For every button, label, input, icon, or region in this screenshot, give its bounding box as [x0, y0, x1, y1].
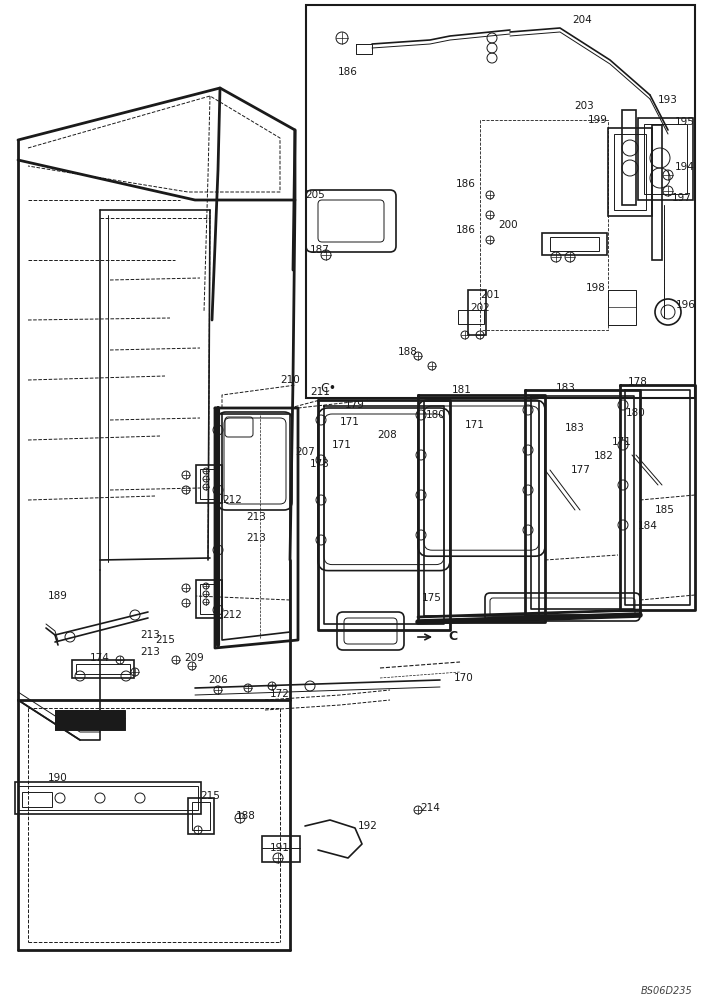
Bar — [644, 124, 687, 194]
Bar — [608, 290, 636, 325]
Text: 213: 213 — [140, 647, 160, 657]
Text: 197: 197 — [672, 193, 692, 203]
Bar — [262, 836, 300, 862]
Text: 192: 192 — [358, 821, 378, 831]
Text: 212: 212 — [222, 495, 242, 505]
Bar — [306, 5, 695, 398]
Text: 170: 170 — [454, 673, 474, 683]
Text: 182: 182 — [594, 451, 614, 461]
Text: 198: 198 — [586, 283, 606, 293]
Text: C•: C• — [320, 381, 336, 394]
Text: 209: 209 — [184, 653, 204, 663]
Text: 205: 205 — [305, 190, 325, 200]
Text: 201: 201 — [480, 290, 500, 300]
Text: 193: 193 — [658, 95, 678, 105]
Text: 183: 183 — [565, 423, 585, 433]
Text: 213: 213 — [246, 533, 266, 543]
Bar — [550, 237, 599, 251]
Text: 183: 183 — [556, 383, 576, 393]
Text: 194: 194 — [675, 162, 695, 172]
Bar — [638, 118, 693, 200]
Text: 171: 171 — [612, 437, 632, 447]
Text: 210: 210 — [280, 375, 300, 385]
Text: 187: 187 — [310, 245, 330, 255]
Text: 214: 214 — [420, 803, 440, 813]
Text: C: C — [448, 631, 457, 644]
Bar — [542, 233, 607, 255]
Text: 196: 196 — [676, 300, 696, 310]
Text: 186: 186 — [456, 179, 476, 189]
Bar — [622, 110, 636, 205]
Text: 171: 171 — [465, 420, 485, 430]
Bar — [196, 465, 222, 503]
Bar — [15, 782, 201, 814]
Text: 173: 173 — [310, 459, 330, 469]
Bar — [192, 802, 210, 830]
Text: 181: 181 — [452, 385, 472, 395]
Text: 202: 202 — [470, 303, 490, 313]
Text: 177: 177 — [571, 465, 591, 475]
Text: 215: 215 — [200, 791, 220, 801]
Text: 212: 212 — [222, 610, 242, 620]
Bar — [652, 125, 662, 260]
Text: 206: 206 — [208, 675, 228, 685]
Text: 184: 184 — [638, 521, 658, 531]
Text: 180: 180 — [426, 410, 446, 420]
Text: 175: 175 — [422, 593, 442, 603]
Bar — [614, 134, 646, 210]
Text: BS06D235: BS06D235 — [640, 986, 692, 996]
Text: 191: 191 — [270, 843, 290, 853]
Text: 172: 172 — [270, 689, 290, 699]
Text: 186: 186 — [456, 225, 476, 235]
Text: 207: 207 — [295, 447, 315, 457]
Text: 171: 171 — [340, 417, 360, 427]
Bar — [18, 786, 198, 810]
Bar — [200, 584, 218, 614]
Bar — [76, 664, 130, 674]
Text: 188: 188 — [398, 347, 418, 357]
Text: 178: 178 — [628, 377, 648, 387]
Bar — [188, 798, 214, 834]
Text: 186: 186 — [338, 67, 358, 77]
Bar — [196, 580, 222, 618]
Text: 185: 185 — [655, 505, 675, 515]
Text: 174: 174 — [90, 653, 110, 663]
Text: 199: 199 — [588, 115, 608, 125]
Text: 204: 204 — [572, 15, 592, 25]
Bar — [458, 310, 484, 324]
Text: 179: 179 — [345, 400, 365, 410]
Bar — [200, 469, 218, 499]
Text: 211: 211 — [310, 387, 330, 397]
Bar — [72, 660, 134, 678]
Bar — [22, 792, 52, 807]
Text: 195: 195 — [675, 117, 695, 127]
Bar — [608, 128, 652, 216]
Text: 213: 213 — [140, 630, 160, 640]
Text: 171: 171 — [332, 440, 352, 450]
Text: 189: 189 — [48, 591, 68, 601]
Text: 208: 208 — [377, 430, 397, 440]
Bar — [468, 290, 486, 335]
Text: 213: 213 — [246, 512, 266, 522]
Text: 190: 190 — [48, 773, 68, 783]
Text: 200: 200 — [498, 220, 518, 230]
Text: 180: 180 — [626, 408, 646, 418]
Text: 215: 215 — [155, 635, 175, 645]
Text: 188: 188 — [236, 811, 256, 821]
Polygon shape — [55, 710, 125, 730]
Text: 203: 203 — [574, 101, 594, 111]
